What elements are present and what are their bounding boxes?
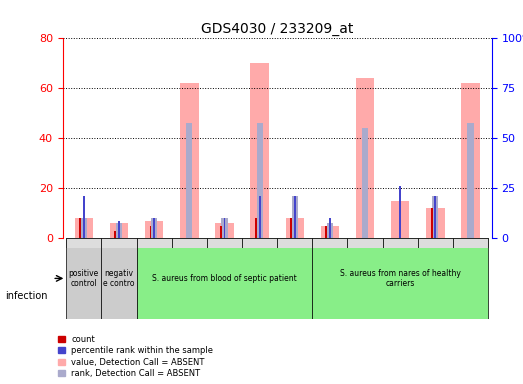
Bar xyxy=(116,223,122,238)
FancyBboxPatch shape xyxy=(242,238,277,248)
FancyBboxPatch shape xyxy=(312,238,488,319)
Bar xyxy=(356,78,374,238)
Bar xyxy=(110,223,128,238)
Bar xyxy=(180,83,199,238)
Text: S. aureus from blood of septic patient: S. aureus from blood of septic patient xyxy=(152,274,297,283)
Bar xyxy=(257,123,263,238)
FancyBboxPatch shape xyxy=(172,238,207,248)
Bar xyxy=(220,226,222,238)
FancyBboxPatch shape xyxy=(101,238,137,319)
Bar xyxy=(153,218,155,238)
Bar xyxy=(461,83,480,238)
FancyBboxPatch shape xyxy=(418,238,453,248)
Bar xyxy=(292,195,298,238)
Title: GDS4030 / 233209_at: GDS4030 / 233209_at xyxy=(201,22,354,36)
Bar xyxy=(83,195,85,238)
Bar xyxy=(435,195,436,238)
Bar xyxy=(325,226,327,238)
Bar xyxy=(255,218,257,238)
Bar xyxy=(294,195,295,238)
Bar xyxy=(215,223,234,238)
Text: positive
control: positive control xyxy=(69,269,99,288)
FancyBboxPatch shape xyxy=(277,238,312,248)
FancyBboxPatch shape xyxy=(137,238,172,248)
Bar xyxy=(150,226,151,238)
Bar xyxy=(362,128,368,238)
Bar xyxy=(290,218,292,238)
Bar xyxy=(81,218,87,238)
Bar xyxy=(327,223,333,238)
FancyBboxPatch shape xyxy=(101,238,137,248)
Bar xyxy=(186,123,192,238)
FancyBboxPatch shape xyxy=(453,238,488,248)
Text: negativ
e contro: negativ e contro xyxy=(103,269,135,288)
FancyBboxPatch shape xyxy=(312,238,347,248)
Bar xyxy=(399,186,401,238)
Bar xyxy=(426,208,445,238)
FancyBboxPatch shape xyxy=(66,238,101,248)
FancyBboxPatch shape xyxy=(137,238,312,319)
Bar xyxy=(79,218,81,238)
FancyBboxPatch shape xyxy=(66,238,101,319)
Bar xyxy=(251,63,269,238)
Bar xyxy=(321,226,339,238)
Legend: count, percentile rank within the sample, value, Detection Call = ABSENT, rank, : count, percentile rank within the sample… xyxy=(56,333,215,380)
Bar xyxy=(151,218,157,238)
FancyBboxPatch shape xyxy=(207,238,242,248)
Text: infection: infection xyxy=(5,291,48,301)
Bar xyxy=(223,218,225,238)
Bar xyxy=(431,208,433,238)
Bar xyxy=(329,218,331,238)
Bar xyxy=(118,220,120,238)
Text: S. aureus from nares of healthy
carriers: S. aureus from nares of healthy carriers xyxy=(340,269,461,288)
Bar xyxy=(75,218,93,238)
Bar xyxy=(433,195,438,238)
Bar xyxy=(286,218,304,238)
FancyBboxPatch shape xyxy=(383,238,418,248)
FancyBboxPatch shape xyxy=(347,238,383,248)
Bar xyxy=(115,230,116,238)
Bar xyxy=(221,218,228,238)
Bar xyxy=(145,220,163,238)
Bar xyxy=(259,195,260,238)
Bar xyxy=(391,200,410,238)
Bar xyxy=(468,123,474,238)
